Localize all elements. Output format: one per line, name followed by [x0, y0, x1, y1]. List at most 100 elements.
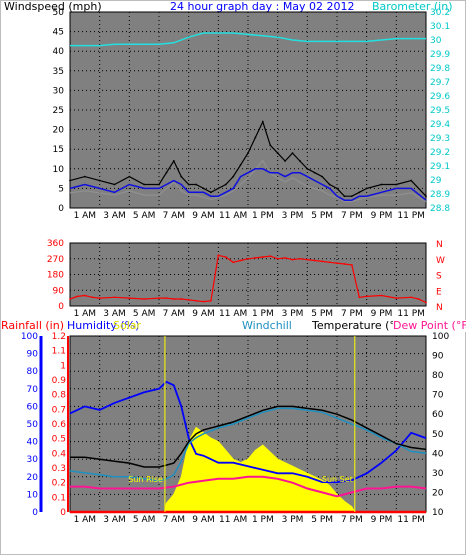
- humidity-tick-label: 30: [27, 455, 39, 465]
- windspeed-point: [343, 195, 346, 198]
- direction-x-tick-label: 11 PM: [397, 309, 425, 319]
- wind-direction-point: [217, 254, 220, 257]
- wind-x-tick-label: 3 PM: [282, 211, 304, 221]
- direction-x-tick-label: 3 AM: [103, 309, 126, 319]
- humidity-tick-label: 20: [27, 473, 39, 483]
- direction-tick-label: 90: [53, 286, 65, 296]
- temperature-tick-label: 40: [432, 449, 444, 459]
- wind-direction-point: [128, 297, 131, 300]
- barometer-tick-label: 29.1: [430, 162, 450, 172]
- windspeed-point: [380, 183, 383, 186]
- windspeed-point: [143, 183, 146, 186]
- windspeed-tick-label: 10: [53, 165, 65, 175]
- rainfall-tick-label: 0.2: [52, 479, 66, 489]
- direction-x-tick-label: 1 PM: [252, 309, 274, 319]
- wind-direction-point: [143, 298, 146, 300]
- wind-direction-point: [76, 295, 79, 298]
- temperature-tick-label: 10: [432, 508, 444, 518]
- temperature-tick-label: 50: [432, 430, 444, 440]
- direction-x-tick-label: 7 AM: [163, 309, 186, 319]
- temp-x-tick-label: 11 PM: [397, 515, 425, 525]
- barometer-tick-label: 29.5: [430, 106, 450, 116]
- wind-direction-point: [336, 262, 338, 265]
- wind-direction-point: [98, 297, 101, 300]
- temperature-tick-label: 30: [432, 469, 444, 479]
- sunrise-label: Sun Rise: [128, 475, 163, 484]
- barometer-tick-label: 29.4: [430, 120, 450, 130]
- wind-direction-point: [291, 258, 294, 261]
- wind-direction-point: [187, 298, 190, 301]
- windspeed-tick-label: 40: [53, 47, 65, 57]
- wind-direction-point: [195, 299, 197, 302]
- windspeed-point: [336, 187, 338, 190]
- windspeed-point: [187, 183, 190, 186]
- direction-x-tick-label: 3 PM: [282, 309, 304, 319]
- windspeed-point: [425, 195, 427, 198]
- wind-direction-point: [306, 258, 309, 261]
- temp-x-tick-label: 5 PM: [311, 515, 333, 525]
- compass-tick-label: W: [436, 256, 445, 266]
- rainfall-tick-label: 0.9: [52, 376, 67, 386]
- temp-x-tick-label: 11 AM: [219, 515, 247, 525]
- temp-x-tick-label: 7 AM: [163, 515, 186, 525]
- wind-direction-point: [232, 261, 235, 264]
- windspeed-tick-label: 20: [53, 126, 65, 136]
- humidity-tick-label: 0: [32, 508, 38, 518]
- wind-x-tick-label: 3 AM: [103, 211, 126, 221]
- humidity-tick-label: 60: [27, 402, 39, 412]
- windspeed-point: [254, 136, 257, 139]
- wind-direction-point: [284, 256, 286, 259]
- humidity-tick-label: 70: [27, 385, 39, 395]
- windspeed-point: [172, 160, 175, 162]
- windchill-line: [69, 407, 427, 482]
- solar-legend-label: Solar: [113, 319, 142, 332]
- barometer-line: [70, 32, 426, 47]
- windspeed-point: [284, 160, 286, 162]
- rainfall-tick-label: 0.4: [52, 449, 67, 459]
- barometer-tick-label: 30.1: [430, 22, 450, 32]
- windspeed-point: [83, 175, 86, 178]
- barometer-tick-label: 29.9: [430, 50, 450, 60]
- barometer-tick-label: 28.8: [430, 204, 450, 214]
- wind-direction-point: [261, 256, 264, 258]
- windspeed-point: [165, 171, 168, 174]
- rainfall-tick-label: 1.2: [52, 332, 66, 342]
- windspeed-point: [321, 175, 324, 178]
- temperature-tick-label: 70: [432, 391, 444, 401]
- humidity-tick-label: 90: [27, 350, 39, 360]
- windspeed-point: [365, 187, 368, 190]
- wind-x-tick-label: 1 AM: [74, 211, 97, 221]
- rainfall-tick-label: 0.3: [52, 464, 66, 474]
- windspeed-point: [239, 163, 242, 166]
- humidity-line: [69, 380, 427, 484]
- windspeed-point: [328, 183, 331, 186]
- windspeed-tick-label: 45: [53, 28, 64, 38]
- wind-direction-point: [269, 255, 272, 258]
- barometer-tick-label: 29.6: [430, 92, 450, 102]
- barometer-tick-label: 28.9: [430, 190, 450, 200]
- windspeed-tick-label: 30: [53, 86, 65, 96]
- windspeed-point: [180, 175, 183, 178]
- direction-x-tick-label: 1 AM: [74, 309, 97, 319]
- temp-x-tick-label: 9 AM: [192, 515, 215, 525]
- wind-direction-point: [313, 259, 316, 262]
- windspeed-tick-label: 25: [53, 106, 64, 116]
- temperature-tick-label: 20: [432, 488, 444, 498]
- wind-direction-point: [299, 257, 301, 260]
- wind-direction-point: [358, 296, 361, 299]
- wind-direction-point: [254, 256, 257, 259]
- windspeed-point: [113, 183, 116, 186]
- windspeed-point: [299, 160, 301, 162]
- wind-direction-point: [180, 298, 183, 300]
- wind-direction-point: [365, 295, 368, 298]
- wind-direction-point: [91, 296, 94, 299]
- barometer-tick-label: 30.2: [430, 8, 450, 18]
- wind-x-tick-label: 11 AM: [219, 211, 247, 221]
- direction-x-tick-label: 9 PM: [371, 309, 393, 319]
- rainfall-tick-label: 0.7: [52, 405, 66, 415]
- wind-direction-point: [202, 300, 205, 303]
- windspeed-point: [395, 183, 398, 186]
- barometer-tick-label: 29.8: [430, 64, 450, 74]
- rainfall-axis-title: Rainfall (in): [1, 319, 65, 332]
